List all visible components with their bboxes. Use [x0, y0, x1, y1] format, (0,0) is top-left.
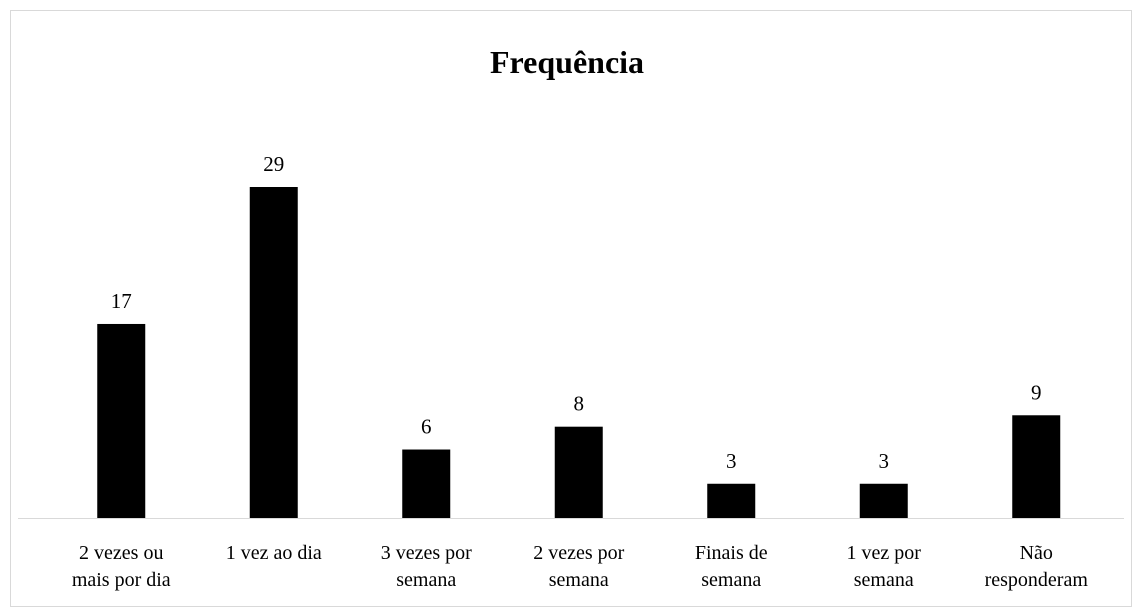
- chart-frame: [10, 10, 1132, 607]
- x-tick-label: 3 vezes por semana: [380, 542, 472, 591]
- data-label: 9: [1031, 380, 1042, 404]
- data-label: 8: [574, 392, 585, 416]
- x-tick-label: 2 vezes por semana: [533, 542, 625, 591]
- x-tick-label: Não responderam: [984, 542, 1088, 591]
- x-tick-label: 1 vez ao dia: [225, 542, 322, 564]
- bar: [554, 426, 603, 518]
- data-label: 6: [421, 415, 432, 439]
- bar: [402, 449, 451, 518]
- bar: [1012, 415, 1061, 518]
- x-tick-label: 2 vezes ou mais por dia: [71, 542, 171, 591]
- chart-title: Frequência: [490, 44, 644, 80]
- data-label: 17: [111, 289, 132, 313]
- data-label: 29: [263, 152, 284, 176]
- data-label: 3: [726, 449, 737, 473]
- bar: [707, 483, 756, 518]
- data-label: 3: [879, 449, 890, 473]
- bar: [97, 323, 146, 518]
- x-tick-label: Finais de semana: [694, 542, 768, 591]
- x-tick-label: 1 vez por semana: [846, 542, 921, 591]
- bar: [859, 483, 908, 518]
- bar: [249, 187, 298, 518]
